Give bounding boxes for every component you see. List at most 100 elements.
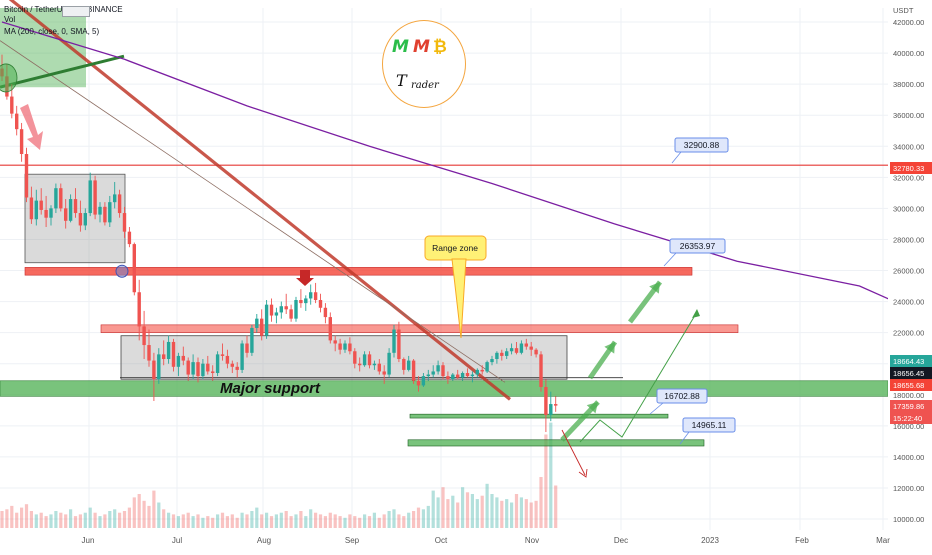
- volume-bar: [186, 512, 190, 528]
- candle-body: [318, 300, 323, 308]
- target-label-text: 32900.88: [684, 140, 720, 150]
- volume-bar: [29, 511, 33, 528]
- candle-body: [431, 371, 435, 375]
- candle-body: [387, 352, 391, 375]
- volume-bar: [490, 494, 494, 528]
- price-axis-tick: 32000.00: [893, 173, 924, 182]
- volume-bar: [176, 516, 180, 528]
- volume-bar: [436, 497, 440, 528]
- logo-letter-m2: M: [413, 37, 430, 57]
- symbol-selector[interactable]: [62, 6, 90, 17]
- candle-body: [299, 300, 303, 304]
- candle-body: [88, 180, 92, 214]
- volume-bar: [461, 487, 465, 528]
- volume-bar: [274, 514, 278, 528]
- volume-bar: [15, 512, 19, 528]
- volume-bar: [24, 504, 29, 528]
- candle-body: [402, 359, 406, 370]
- target-label-pointer: [649, 402, 664, 415]
- candle-body: [534, 349, 538, 355]
- volume-bar: [412, 511, 416, 528]
- range-zone-box: [120, 335, 568, 380]
- volume-bar: [44, 516, 48, 528]
- volume-bar: [465, 492, 470, 528]
- candle-body: [250, 327, 254, 353]
- target-label-box: [682, 417, 736, 433]
- target-label-text: 26353.97: [680, 241, 716, 251]
- volume-bar: [495, 497, 499, 528]
- candle-body: [122, 213, 127, 232]
- volume-bar: [402, 516, 406, 528]
- candle-body: [49, 208, 53, 218]
- volume-bar: [39, 512, 43, 528]
- volume-bar: [279, 512, 283, 528]
- price-axis-unit: USDT: [893, 6, 914, 15]
- volume-bar: [505, 499, 509, 528]
- candle-body: [294, 300, 298, 319]
- volume-bar: [539, 477, 543, 528]
- candle-body: [279, 306, 283, 313]
- price-axis-tick: 16000.00: [893, 422, 924, 431]
- price-tag-bg: [890, 379, 932, 391]
- volume-bar: [152, 490, 156, 528]
- major-support-label: Major support: [220, 380, 321, 397]
- volume-bar: [363, 514, 367, 528]
- volume-indicator-label[interactable]: Vol: [4, 15, 16, 24]
- bitcoin-icon: ₿: [433, 37, 447, 57]
- time-axis-tick: Feb: [795, 536, 809, 545]
- moving-average-label[interactable]: MA (200, close, 0, SMA, 5): [4, 27, 100, 36]
- ma200-line: [1, 21, 909, 309]
- candle-body: [73, 199, 78, 214]
- candle-body: [519, 343, 524, 353]
- candle-body: [191, 362, 195, 375]
- bearish-path: [561, 429, 586, 476]
- candle-body: [549, 404, 553, 415]
- candle-body: [240, 343, 244, 370]
- time-axis-tick: Sep: [345, 536, 360, 545]
- candle-body: [137, 292, 141, 327]
- volume-bar: [529, 502, 533, 528]
- candle-body: [59, 188, 63, 209]
- volume-bar: [544, 434, 548, 528]
- candle-body: [113, 194, 117, 203]
- breakdown-marker: [115, 264, 129, 278]
- volume-bar: [230, 514, 234, 528]
- support-zone-14965: [407, 439, 705, 447]
- volume-bar: [54, 511, 58, 528]
- time-axis-tick: Jun: [82, 536, 95, 545]
- candle-body: [225, 355, 230, 364]
- volume-bar: [441, 487, 445, 528]
- candle-body: [211, 371, 215, 374]
- mmb-trader-logo: M M ₿ T rader: [382, 20, 466, 108]
- volume-bar: [387, 511, 391, 528]
- volume-bar: [475, 499, 479, 528]
- candle-body: [465, 373, 470, 377]
- candle-body: [554, 404, 558, 406]
- candle-body: [328, 317, 332, 341]
- candle-body: [34, 200, 38, 220]
- price-tag-text: 17359.86: [893, 402, 924, 411]
- volume-bar: [206, 516, 210, 528]
- price-axis-bg: [888, 0, 932, 550]
- candle-body: [451, 374, 455, 380]
- candle-body: [103, 206, 107, 223]
- volume-bar: [318, 514, 323, 528]
- range-zone-pointer: [451, 258, 467, 339]
- candle-body: [201, 363, 205, 377]
- time-axis-tick: Mar: [876, 536, 890, 545]
- candle-body: [78, 213, 83, 226]
- candle-body: [460, 373, 465, 378]
- volume-bar: [309, 509, 313, 528]
- price-axis-tick: 12000.00: [893, 484, 924, 493]
- candle-body: [436, 365, 440, 372]
- candle-body: [206, 363, 210, 372]
- volume-bar: [20, 507, 24, 528]
- price-tag-text: 18655.68: [893, 381, 924, 390]
- volume-bar: [201, 517, 205, 528]
- volume-bar: [113, 509, 117, 528]
- volume-bar: [83, 512, 87, 528]
- candle-body: [176, 355, 181, 367]
- major-support-zone: [0, 380, 889, 397]
